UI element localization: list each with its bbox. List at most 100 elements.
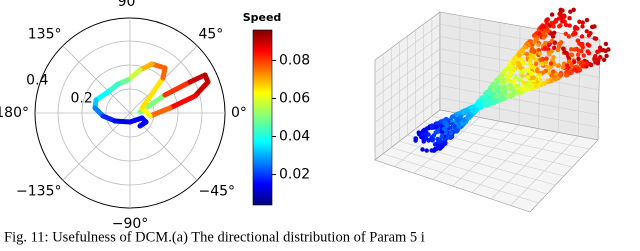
point-3d bbox=[582, 53, 586, 57]
colorbar-tick-label: 0.06 bbox=[279, 90, 310, 106]
point-3d bbox=[534, 62, 538, 66]
point-3d bbox=[572, 30, 576, 34]
point-3d bbox=[509, 70, 513, 74]
point-3d bbox=[602, 58, 606, 62]
point-3d bbox=[549, 79, 553, 83]
point-3d bbox=[455, 113, 459, 117]
point-3d bbox=[443, 141, 447, 145]
point-3d bbox=[442, 127, 446, 131]
point-3d bbox=[551, 55, 555, 59]
trajectory bbox=[195, 82, 208, 96]
point-3d bbox=[520, 49, 524, 53]
angle-label: −135° bbox=[16, 183, 61, 199]
angle-label: 135° bbox=[28, 27, 62, 43]
radial-label: 0.2 bbox=[71, 91, 93, 107]
point-3d bbox=[576, 53, 580, 57]
point-3d bbox=[553, 40, 557, 44]
point-3d bbox=[564, 23, 568, 27]
point-3d bbox=[556, 76, 560, 80]
point-3d bbox=[573, 25, 577, 29]
point-3d bbox=[502, 97, 506, 101]
point-3d bbox=[417, 130, 421, 134]
point-3d bbox=[542, 31, 546, 35]
point-3d bbox=[505, 78, 509, 82]
point-3d bbox=[475, 107, 479, 111]
point-3d bbox=[445, 117, 449, 121]
point-3d bbox=[538, 51, 542, 55]
angle-label: ±180° bbox=[0, 105, 29, 121]
point-3d bbox=[552, 20, 556, 24]
point-3d bbox=[552, 46, 556, 50]
point-3d bbox=[580, 24, 584, 28]
point-3d bbox=[529, 71, 533, 75]
point-3d bbox=[523, 87, 527, 91]
point-3d bbox=[512, 57, 516, 61]
point-3d bbox=[519, 90, 523, 94]
scatter-3d bbox=[375, 8, 611, 212]
angle-label: 90° bbox=[118, 0, 143, 10]
point-3d bbox=[434, 147, 438, 151]
point-3d bbox=[604, 42, 608, 46]
point-3d bbox=[440, 134, 444, 138]
point-3d bbox=[598, 46, 602, 50]
point-3d bbox=[529, 83, 533, 87]
point-3d bbox=[517, 53, 521, 57]
point-3d bbox=[593, 36, 597, 40]
point-3d bbox=[426, 126, 430, 130]
point-3d bbox=[462, 118, 466, 122]
point-3d bbox=[563, 50, 567, 54]
point-3d bbox=[561, 65, 565, 69]
trajectory bbox=[170, 96, 195, 108]
point-3d bbox=[576, 57, 580, 61]
trajectory bbox=[165, 82, 190, 95]
point-3d bbox=[422, 138, 426, 142]
point-3d bbox=[542, 24, 546, 28]
point-3d bbox=[533, 84, 537, 88]
point-3d bbox=[516, 84, 520, 88]
point-3d bbox=[585, 18, 589, 22]
point-3d bbox=[502, 69, 506, 73]
point-3d bbox=[522, 69, 526, 73]
point-3d bbox=[520, 74, 524, 78]
point-3d bbox=[503, 85, 507, 89]
point-3d bbox=[538, 78, 542, 82]
point-3d bbox=[536, 42, 540, 46]
point-3d bbox=[549, 73, 553, 77]
point-3d bbox=[481, 99, 485, 103]
point-3d bbox=[450, 115, 454, 119]
point-3d bbox=[572, 47, 576, 51]
point-3d bbox=[557, 42, 561, 46]
point-3d bbox=[426, 132, 430, 136]
point-3d bbox=[452, 124, 456, 128]
point-3d bbox=[422, 128, 426, 132]
trajectory bbox=[150, 108, 170, 116]
point-3d bbox=[497, 93, 501, 97]
caption: Fig. 11: Usefulness of DCM.(a) The direc… bbox=[4, 229, 425, 245]
point-3d bbox=[569, 53, 573, 57]
point-3d bbox=[420, 147, 424, 151]
point-3d bbox=[521, 81, 525, 85]
point-3d bbox=[517, 77, 521, 81]
point-3d bbox=[567, 16, 571, 20]
point-3d bbox=[551, 69, 555, 73]
point-3d bbox=[596, 61, 600, 65]
point-3d bbox=[516, 61, 520, 65]
point-3d bbox=[546, 29, 550, 33]
point-3d bbox=[549, 61, 553, 65]
point-3d bbox=[531, 54, 535, 58]
point-3d bbox=[495, 79, 499, 83]
point-3d bbox=[523, 45, 527, 49]
radial-label: 0.4 bbox=[26, 72, 48, 88]
point-3d bbox=[445, 124, 449, 128]
colorbar-tick-label: 0.08 bbox=[279, 52, 310, 68]
point-3d bbox=[577, 20, 581, 24]
colorbar-tick-label: 0.02 bbox=[279, 167, 310, 183]
point-3d bbox=[550, 12, 554, 16]
point-3d bbox=[577, 49, 581, 53]
point-3d bbox=[528, 58, 532, 62]
point-3d bbox=[530, 49, 534, 53]
point-3d bbox=[543, 46, 547, 50]
point-3d bbox=[556, 48, 560, 52]
point-3d bbox=[580, 60, 584, 64]
